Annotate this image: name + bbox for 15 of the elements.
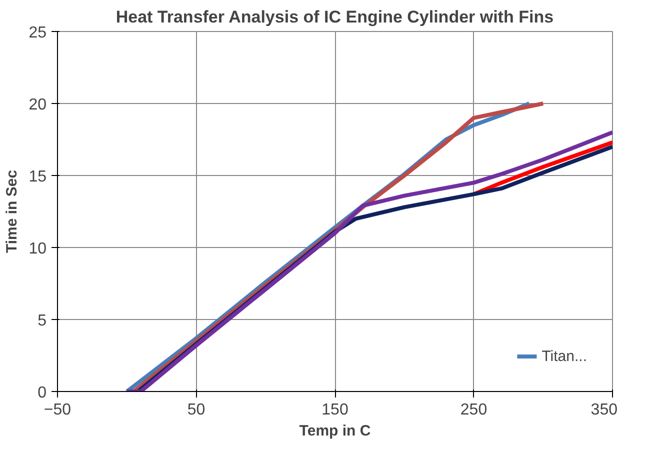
- chart-title: Heat Transfer Analysis of IC Engine Cylinder with Fins: [116, 8, 554, 26]
- y-tick-label: 15: [28, 168, 47, 186]
- y-tick-label: 5: [38, 312, 47, 330]
- x-tick-label: 150: [322, 402, 348, 418]
- y-tick-label: 0: [38, 384, 47, 402]
- x-axis-title: Temp in C: [299, 422, 371, 440]
- y-tick-label: 25: [28, 24, 47, 42]
- x-tick-label: 50: [187, 402, 206, 418]
- x-tick-label: 350: [590, 402, 618, 418]
- legend-label: Titan...: [542, 348, 587, 364]
- y-tick-label: 10: [28, 240, 47, 258]
- y-tick-label: 20: [28, 96, 47, 114]
- x-tick-label: 250: [460, 402, 488, 418]
- y-axis-title: Time in Sec: [4, 170, 21, 254]
- x-tick-label: −50: [44, 402, 72, 418]
